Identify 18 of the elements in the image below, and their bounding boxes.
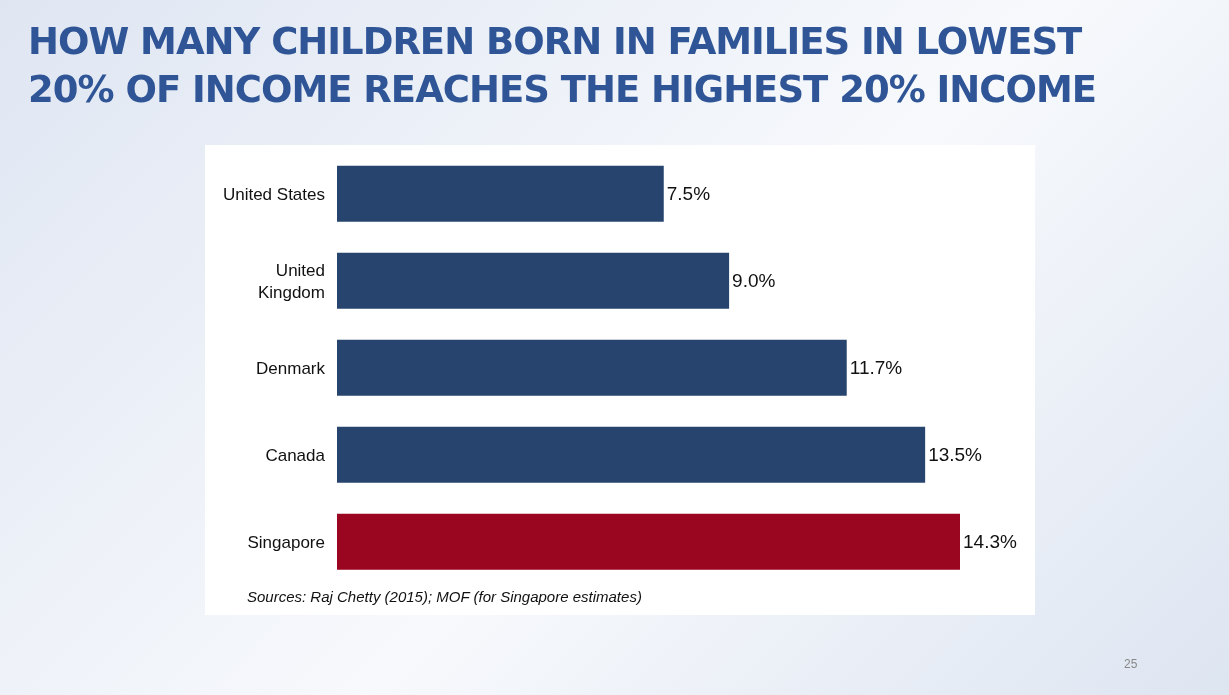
data-label: 7.5% [666, 183, 711, 205]
data-label: 11.7% [849, 357, 903, 379]
data-label: 9.0% [732, 270, 776, 292]
bar [337, 513, 960, 570]
source-note: Sources: Raj Chetty (2015); MOF (for Singapore estimates) [247, 588, 642, 605]
data-label: 13.5% [928, 444, 983, 466]
data-label: 14.3% [963, 531, 1017, 553]
y-tick-label: United States [222, 184, 325, 203]
y-tick-label: Singapore [247, 532, 325, 551]
bar [337, 339, 847, 396]
y-tick-label: Denmark [256, 358, 326, 377]
y-tick-label: United Kingdom [257, 260, 325, 301]
bar [337, 252, 730, 309]
chart-title: HOW MANY CHILDREN BORN IN FAMILIES IN LOWEST 20% OF INCOME REACHES THE HIGHEST 20% INCOME [28, 19, 1098, 113]
bar [337, 426, 926, 483]
text: 25 [1124, 657, 1138, 671]
y-tick-label: Canada [265, 445, 326, 464]
bar [337, 165, 664, 222]
